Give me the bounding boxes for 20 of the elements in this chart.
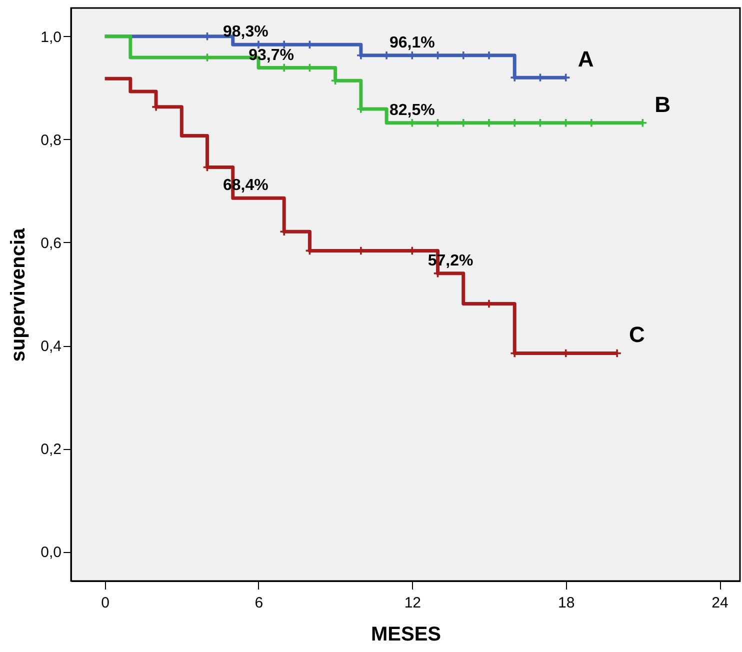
x-tick-label: 6 (254, 594, 264, 612)
y-tick-label: 0,0 (40, 544, 62, 562)
annotation: 82,5% (389, 102, 435, 119)
annotation: 98,3% (222, 24, 268, 41)
y-tick-label: 0,8 (40, 132, 62, 149)
y-tick-label: 0,4 (40, 338, 62, 356)
x-tick-label: 0 (101, 594, 110, 612)
y-axis-title: supervivencia (8, 227, 30, 362)
x-tick-label: 24 (712, 594, 728, 612)
annotation: 96,1% (389, 34, 435, 52)
x-axis-title: MESES (370, 624, 442, 646)
annotation: 93,7% (248, 46, 294, 64)
y-tick-label: 0,2 (40, 441, 62, 458)
x-tick-label: 18 (558, 594, 575, 612)
series-label: A (578, 46, 594, 72)
series-label: C (629, 322, 646, 348)
x-tick-label: 12 (404, 594, 422, 612)
y-tick-label: 1,0 (40, 28, 62, 46)
y-tick-label: 0,6 (40, 234, 62, 252)
series-label: B (654, 92, 671, 117)
